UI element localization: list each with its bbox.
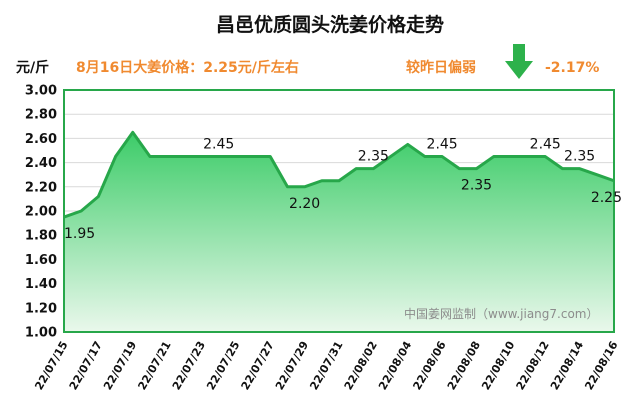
y-tick-label: 3.00 [25, 84, 57, 99]
x-tick-label: 22/08/14 [548, 339, 586, 393]
y-tick-label: 1.00 [25, 326, 57, 341]
x-tick-label: 22/07/31 [307, 339, 345, 392]
data-label: 2.45 [427, 137, 458, 153]
x-tick-label: 22/07/23 [170, 339, 208, 392]
x-tick-label: 22/08/06 [410, 339, 448, 393]
data-label: 2.25 [591, 190, 622, 206]
price-area [64, 132, 614, 332]
data-label: 1.95 [64, 226, 95, 242]
data-label: 2.35 [564, 149, 595, 165]
x-tick-label: 22/07/21 [135, 339, 173, 392]
y-tick-label: 2.40 [25, 156, 57, 171]
y-axis-label: 元/斤 [16, 59, 49, 76]
x-tick-label: 22/07/19 [101, 339, 139, 392]
x-tick-label: 22/08/02 [342, 339, 380, 392]
x-tick-label: 22/07/15 [32, 339, 70, 392]
x-tick-label: 22/07/25 [204, 339, 242, 392]
y-tick-label: 1.40 [25, 277, 57, 292]
data-label: 2.45 [203, 137, 234, 153]
watermark: 中国姜网监制（www.jiang7.com） [404, 306, 598, 321]
y-tick-label: 2.20 [25, 180, 57, 195]
y-tick-label: 1.20 [25, 301, 57, 316]
data-label: 2.20 [289, 196, 320, 212]
y-tick-label: 2.80 [25, 108, 57, 123]
y-tick-label: 2.60 [25, 132, 57, 147]
y-tick-label: 1.80 [25, 229, 57, 244]
data-labels: 1.952.452.202.352.452.352.452.352.25 [64, 137, 622, 243]
x-tick-label: 22/08/12 [514, 339, 552, 392]
price-note: 8月16日大姜价格：2.25元/斤左右 [76, 59, 299, 76]
y-tick-label: 1.60 [25, 253, 57, 268]
change-value: -2.17% [545, 60, 599, 76]
x-tick-label: 22/08/16 [582, 339, 620, 393]
x-tick-label: 22/07/17 [67, 339, 105, 392]
x-tick-label: 22/08/04 [376, 339, 414, 393]
data-label: 2.35 [358, 149, 389, 165]
x-tick-label: 22/08/08 [445, 339, 483, 392]
plot-frame [63, 89, 615, 333]
down-arrow-icon [505, 44, 533, 79]
chart-title: 昌邑优质圆头洗姜价格走势 [216, 13, 444, 36]
y-axis-ticks: 1.00 1.20 1.40 1.60 1.80 2.00 2.20 2.40 2.60 2.80… [25, 84, 57, 341]
data-label: 2.35 [461, 178, 492, 194]
change-label: 较昨日偏弱 [406, 59, 476, 76]
price-line [63, 130, 615, 219]
y-tick-label: 2.00 [25, 205, 57, 220]
x-tick-label: 22/07/29 [273, 339, 311, 392]
x-tick-label: 22/07/27 [239, 339, 277, 392]
x-tick-label: 22/08/10 [479, 339, 517, 393]
data-label: 2.45 [530, 137, 561, 153]
x-axis-ticks: 22/07/1522/07/1722/07/1922/07/2122/07/23… [32, 339, 620, 393]
